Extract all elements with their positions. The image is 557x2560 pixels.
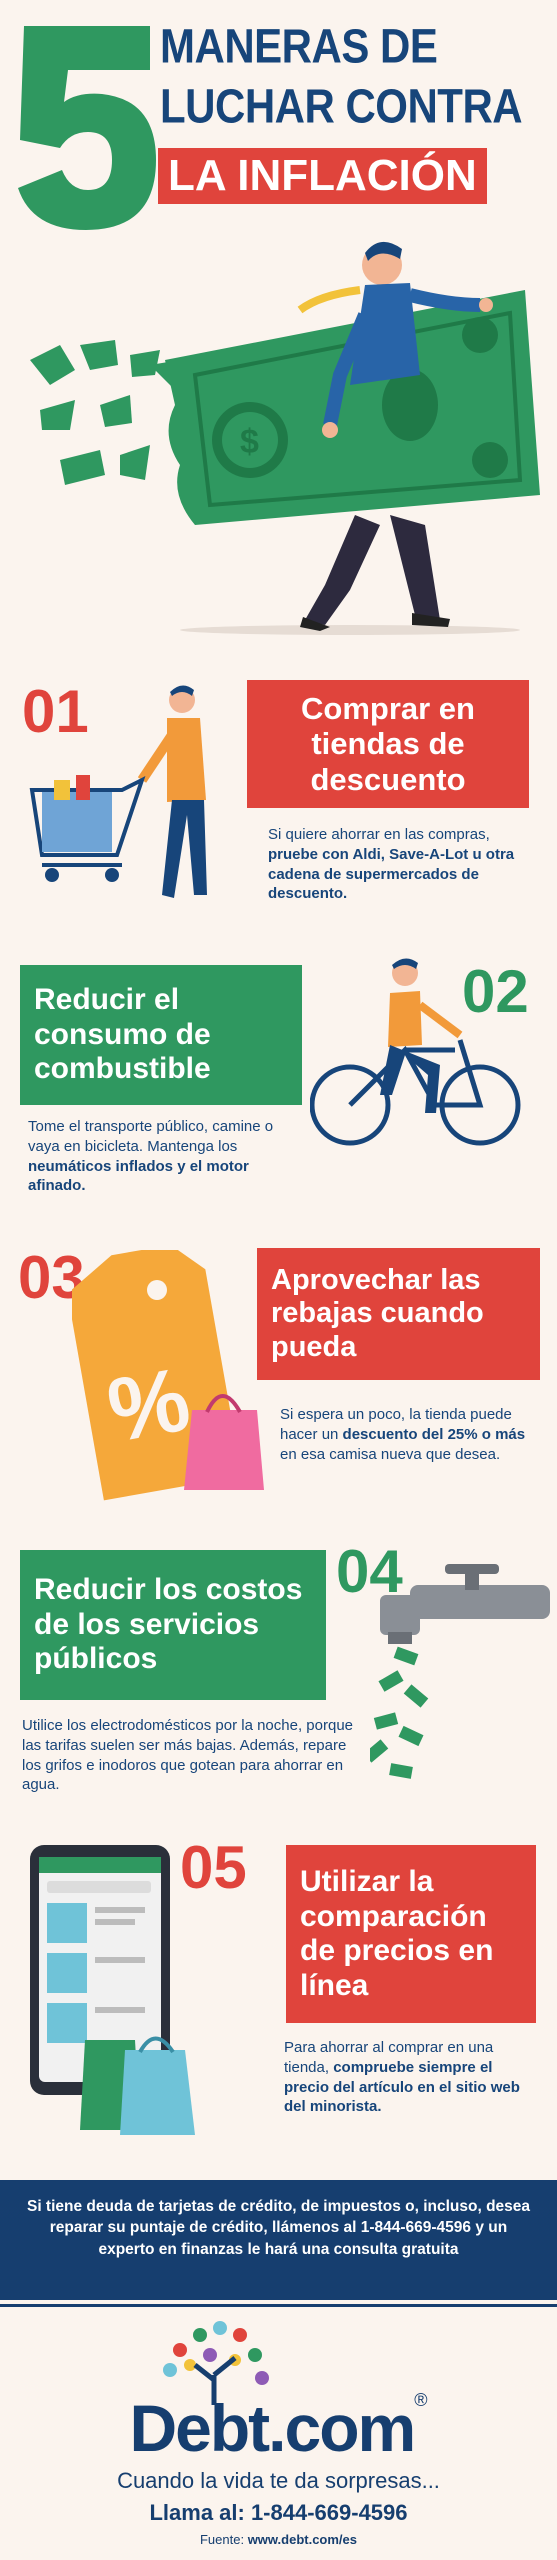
- divider: [0, 2304, 557, 2307]
- tip-3-description: Si espera un poco, la tienda puede hacer…: [280, 1406, 526, 1463]
- phone-shopping-illustration: [30, 1845, 195, 2135]
- source-label: Fuente:: [199, 2532, 245, 2547]
- header-line-3: LA INFLACIÓN: [158, 148, 487, 204]
- header: MANERAS DE LUCHAR CONTRA LA INFLACIÓN $: [0, 0, 557, 640]
- tip-5-number: 05: [180, 1834, 247, 1901]
- tip-1-number: 01: [22, 678, 89, 745]
- tip-4-title: Reducir los costos de los servicios públ…: [20, 1550, 326, 1700]
- logo-text: Debt.com: [129, 2391, 417, 2465]
- tip-4-number: 04: [336, 1538, 403, 1605]
- big-number-five: [10, 20, 160, 235]
- shopping-cart-man-illustration: [29, 685, 207, 898]
- tip-1-description: Si quiere ahorrar en las compras, pruebe…: [268, 826, 515, 903]
- call-to-action-banner: Si tiene deuda de tarjetas de crédito, d…: [0, 2180, 557, 2300]
- tip-1-title: Comprar en tiendas de descuento: [247, 680, 529, 808]
- call-to-action-text: Si tiene deuda de tarjetas de crédito, d…: [26, 2198, 531, 2258]
- tip-4-description: Utilice los electrodomésticos por la noc…: [22, 1717, 354, 1794]
- debt-com-logo: Debt.com®: [0, 2390, 557, 2466]
- phone-number[interactable]: Llama al: 1-844-669-4596: [149, 2500, 408, 2525]
- tip-5-description: Para ahorrar al comprar en una tienda, c…: [284, 2039, 520, 2116]
- tagline: Cuando la vida te da sorpresas...: [117, 2468, 440, 2493]
- man-carrying-dollar-illustration: $: [30, 241, 540, 635]
- header-line-2: LUCHAR CONTRA: [160, 78, 523, 133]
- percent-tag-icon: %: [72, 1250, 264, 1501]
- source-url[interactable]: www.debt.com/es: [247, 2532, 358, 2547]
- tree-logo-icon: [163, 2321, 269, 2405]
- svg-text:$: $: [240, 423, 259, 461]
- header-line-1: MANERAS DE: [160, 18, 438, 73]
- svg-text:%: %: [101, 1349, 197, 1461]
- tip-3-title: Aprovechar las rebajas cuando pueda: [257, 1248, 540, 1380]
- faucet-dripping-money-illustration: [370, 1564, 550, 1779]
- registered-mark: ®: [414, 2390, 428, 2410]
- tip-5-title: Utilizar la comparación de precios en lí…: [286, 1845, 536, 2023]
- tip-2-title: Reducir el consumo de combustible: [20, 965, 302, 1105]
- tip-2-number: 02: [462, 958, 529, 1025]
- tip-2-description: Tome el transporte público, camine o vay…: [28, 1118, 274, 1195]
- source-line: Fuente: www.debt.com/es: [0, 2532, 557, 2547]
- bicycle-rider-illustration: [310, 958, 521, 1146]
